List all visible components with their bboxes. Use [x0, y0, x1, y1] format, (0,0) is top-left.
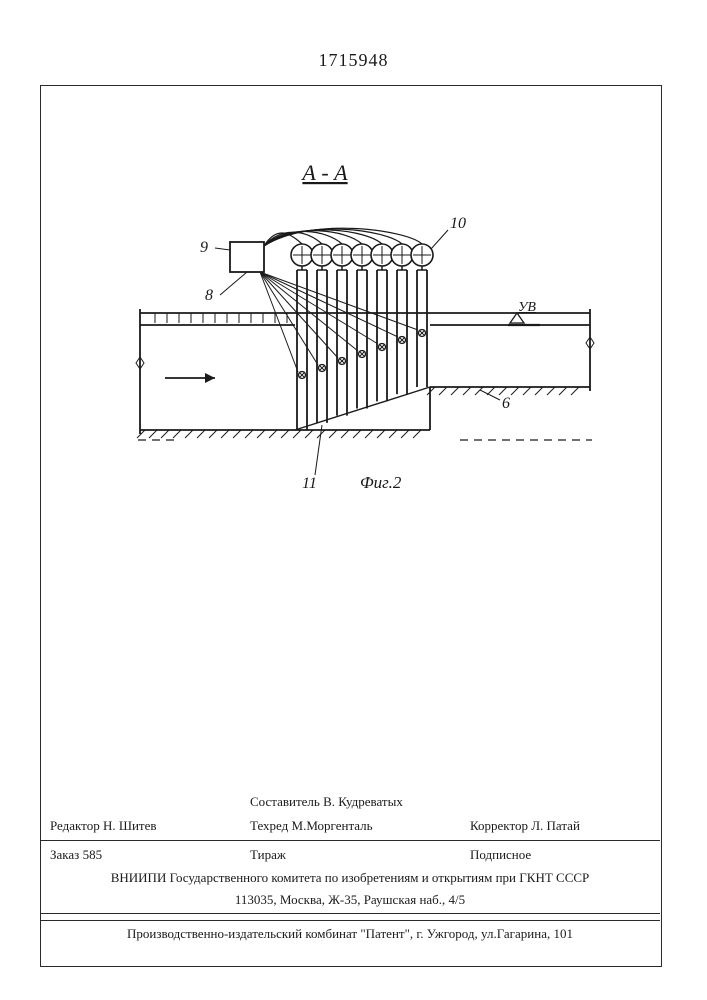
- editor-name: Н. Шитев: [103, 818, 157, 833]
- org-line-2: 113035, Москва, Ж-35, Раушская наб., 4/5: [40, 889, 660, 911]
- techred-label: Техред: [250, 818, 288, 833]
- patent-number: 1715948: [0, 50, 707, 71]
- svg-text:6: 6: [502, 395, 510, 412]
- compiler-name: В. Кудреватых: [323, 794, 403, 809]
- editor-label: Редактор: [50, 818, 100, 833]
- org-line-1: ВНИИПИ Государственного комитета по изоб…: [40, 867, 660, 889]
- compiler-label: Составитель: [250, 794, 320, 809]
- press-line: Производственно-издательский комбинат "П…: [40, 923, 660, 945]
- figure-diagram: А - А УВ 9 8 10 6 11 Фиг.2: [70, 140, 635, 540]
- svg-text:УВ: УВ: [518, 300, 536, 315]
- order-number: 585: [83, 847, 103, 862]
- svg-text:10: 10: [450, 215, 466, 232]
- corrector-label: Корректор: [470, 818, 528, 833]
- svg-text:9: 9: [200, 239, 208, 256]
- subscription-label: Подписное: [470, 847, 531, 862]
- corrector-name: Л. Патай: [531, 818, 580, 833]
- footer-block: Составитель В. Кудреватых Редактор Н. Ши…: [40, 790, 660, 945]
- order-label: Заказ: [50, 847, 79, 862]
- svg-text:11: 11: [302, 475, 317, 492]
- techred-name: М.Моргенталь: [292, 818, 373, 833]
- svg-text:8: 8: [205, 287, 213, 304]
- tirazh-label: Тираж: [250, 847, 286, 862]
- svg-text:Фиг.2: Фиг.2: [360, 473, 402, 492]
- svg-text:А - А: А - А: [300, 160, 348, 185]
